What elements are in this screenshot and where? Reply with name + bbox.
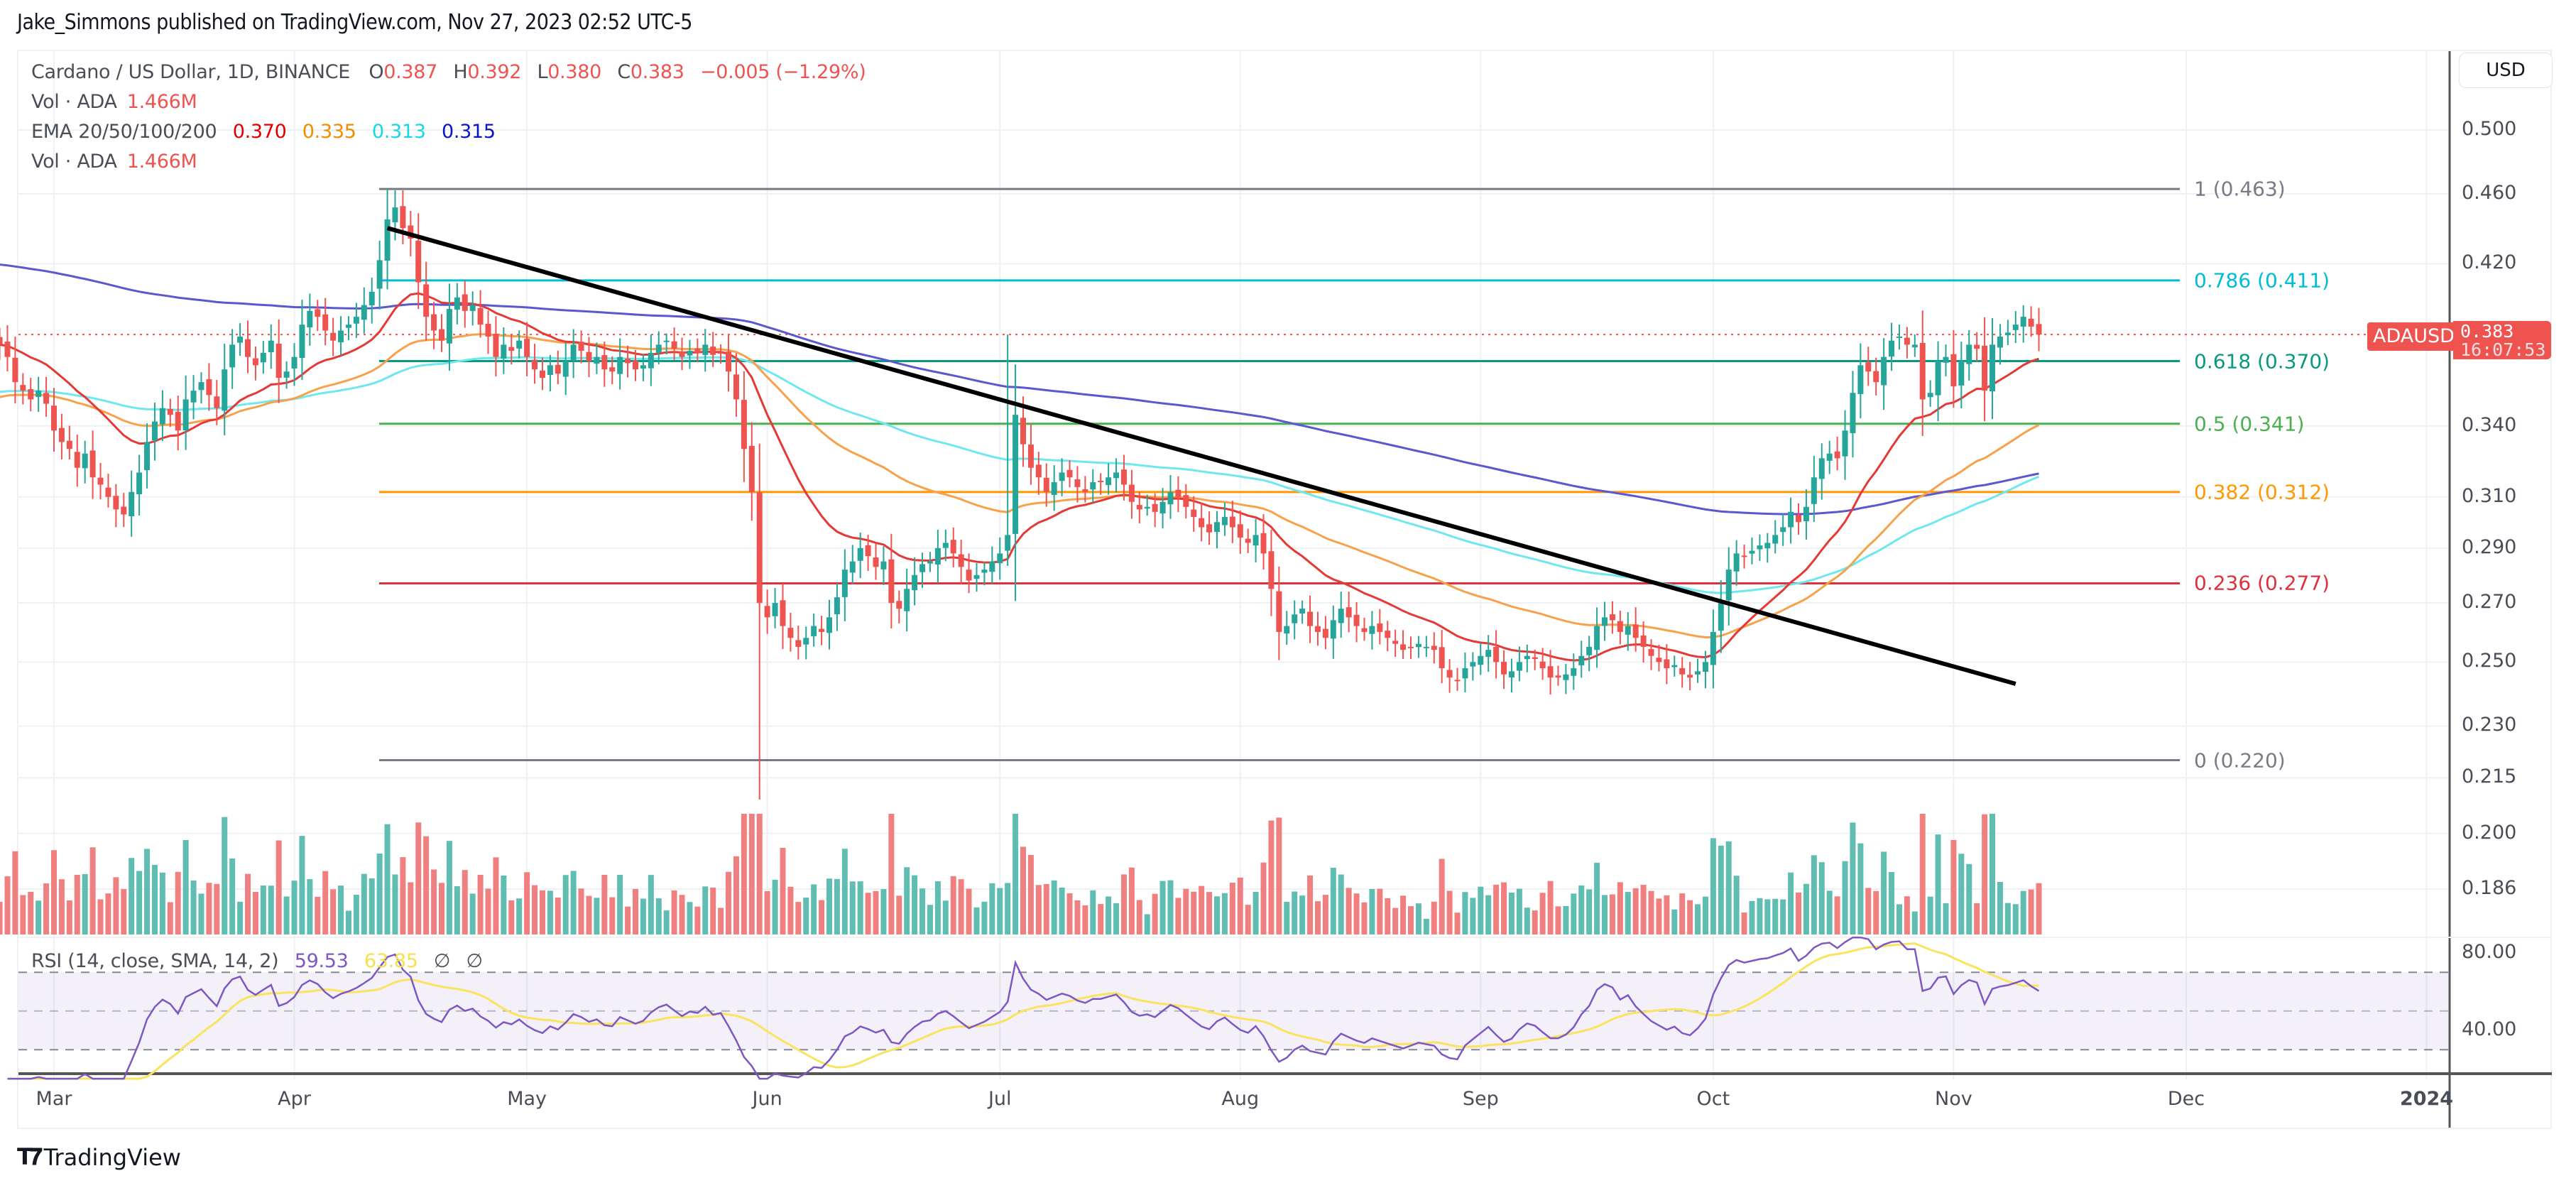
rsi-value: 59.53 [294, 950, 349, 972]
price-tick: 0.290 [2462, 535, 2517, 558]
rsi-sma-value: 63.85 [364, 950, 418, 972]
change-value: −0.005 (−1.29%) [699, 61, 866, 83]
volume-legend: Vol · ADA 1.466M [31, 91, 200, 113]
time-tick: Jul [988, 1088, 1012, 1110]
close-label: C [617, 61, 631, 83]
time-tick: Aug [1221, 1088, 1260, 1110]
last-price-value: 0.383 [2460, 321, 2514, 342]
price-tick: 0.420 [2462, 251, 2517, 274]
time-tick: Apr [278, 1088, 311, 1110]
price-tick: 0.340 [2462, 413, 2517, 436]
symbol-legend: Cardano / US Dollar, 1D, BINANCE O0.387 … [31, 61, 868, 83]
low-value: 0.380 [547, 61, 602, 83]
price-tick: 0.310 [2462, 484, 2517, 507]
price-tick: 0.270 [2462, 591, 2517, 614]
fib-level-label: 0.786 (0.411) [2194, 268, 2330, 293]
ema50-value: 0.335 [302, 121, 356, 143]
tradingview-logo[interactable]: T𝟕 TradingView [17, 1143, 181, 1171]
fib-level-label: 0.382 (0.312) [2194, 480, 2330, 504]
price-tick: 0.230 [2462, 714, 2517, 736]
price-tick: 0.215 [2462, 765, 2517, 788]
price-tick: 0.500 [2462, 118, 2517, 140]
volume-label-2: Vol · ADA [31, 151, 117, 173]
volume-value-2: 1.466M [126, 151, 197, 173]
time-tick: Sep [1462, 1088, 1499, 1110]
time-tick: 2024 [2399, 1088, 2454, 1110]
price-tick: 0.186 [2462, 877, 2517, 899]
fib-level-label: 0.236 (0.277) [2194, 571, 2330, 595]
time-tick: May [507, 1088, 547, 1110]
ema-legend: EMA 20/50/100/200 0.370 0.335 0.313 0.31… [31, 121, 506, 143]
last-price-tag: 0.383 16:07:53 [2453, 321, 2551, 359]
rsi-na-2: ∅ [466, 950, 483, 972]
chart-frame [17, 50, 2552, 1129]
bar-countdown: 16:07:53 [2460, 339, 2546, 360]
rsi-legend: RSI (14, close, SMA, 14, 2) 59.53 63.85 … [31, 950, 493, 972]
volume-value: 1.466M [126, 91, 197, 113]
ema100-value: 0.313 [371, 121, 426, 143]
close-value: 0.383 [630, 61, 684, 83]
rsi-na-1: ∅ [433, 950, 451, 972]
currency-button[interactable]: USD [2459, 53, 2553, 88]
tradingview-logo-icon: T𝟕 [17, 1143, 43, 1170]
symbol-price-tag: ADAUSD [2367, 322, 2460, 351]
open-label: O [369, 61, 384, 83]
rsi-tick: 40.00 [2462, 1018, 2517, 1040]
high-label: H [453, 61, 468, 83]
time-tick: Dec [2167, 1088, 2205, 1110]
volume-legend-2: Vol · ADA 1.466M [31, 151, 200, 173]
time-tick: Mar [36, 1088, 72, 1110]
ema20-value: 0.370 [232, 121, 287, 143]
symbol-title: Cardano / US Dollar, 1D, BINANCE [31, 61, 351, 83]
fib-level-label: 0 (0.220) [2194, 748, 2286, 772]
low-label: L [537, 61, 548, 83]
time-tick: Jun [752, 1088, 782, 1110]
time-tick: Nov [1935, 1088, 1972, 1110]
open-value: 0.387 [383, 61, 438, 83]
fib-level-label: 0.5 (0.341) [2194, 412, 2305, 436]
rsi-tick: 80.00 [2462, 941, 2517, 963]
ema-label: EMA 20/50/100/200 [31, 121, 217, 143]
rsi-label: RSI (14, close, SMA, 14, 2) [31, 950, 279, 972]
price-tick: 0.200 [2462, 821, 2517, 844]
price-tick: 0.250 [2462, 650, 2517, 672]
price-tick: 0.460 [2462, 182, 2517, 205]
ema200-value: 0.315 [441, 121, 496, 143]
fib-level-label: 0.618 (0.370) [2194, 349, 2330, 373]
volume-label: Vol · ADA [31, 91, 117, 113]
publisher-caption: Jake_Simmons published on TradingView.co… [17, 10, 692, 35]
time-tick: Oct [1696, 1088, 1730, 1110]
fib-level-label: 1 (0.463) [2194, 177, 2286, 201]
tradingview-logo-text: TradingView [43, 1143, 181, 1171]
high-value: 0.392 [467, 61, 522, 83]
